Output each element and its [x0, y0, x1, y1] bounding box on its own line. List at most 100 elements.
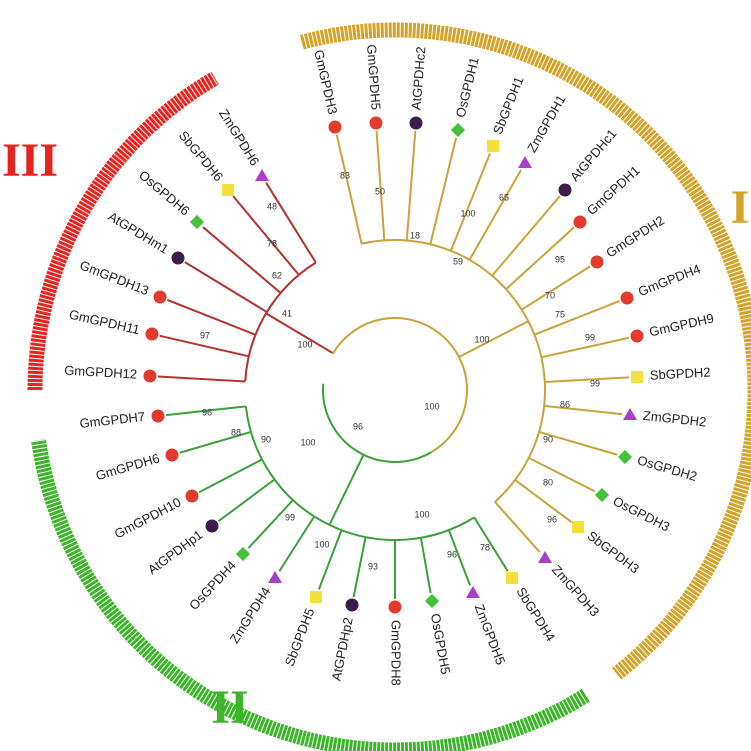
leaf-label: OsGPDH6	[136, 167, 193, 218]
branch	[534, 300, 620, 336]
leaf-marker	[369, 116, 383, 130]
leaf-marker	[189, 214, 205, 230]
branch	[419, 537, 432, 594]
leaf-label: GmGPDH13	[78, 257, 151, 298]
leaf-label: GmGPDH12	[64, 363, 138, 382]
clade-label: II	[211, 681, 248, 734]
branch	[157, 375, 246, 383]
bootstrap-value: 99	[590, 378, 600, 388]
leaf-label: AtGPDHp2	[328, 616, 355, 682]
leaf-marker	[506, 572, 518, 584]
branch	[159, 334, 250, 358]
bootstrap-value: 100	[314, 539, 329, 549]
leaf-marker	[518, 156, 532, 168]
leaf-marker	[205, 519, 219, 533]
clade-band	[27, 71, 219, 391]
leaf-label: OsGPDH3	[611, 493, 673, 534]
leaf-marker	[268, 571, 282, 583]
bootstrap-value: 100	[414, 509, 429, 519]
leaf-marker	[466, 586, 480, 598]
branch	[265, 312, 334, 355]
bootstrap-value: 100	[460, 208, 475, 218]
leaf-marker	[630, 329, 644, 343]
hub-arc	[322, 383, 432, 463]
branch	[468, 169, 522, 261]
branch	[265, 182, 317, 264]
leaf-marker	[590, 255, 604, 269]
bootstrap-value: 48	[267, 201, 277, 211]
clade-label: I	[731, 181, 750, 234]
branch	[491, 195, 561, 277]
bootstrap-value: 78	[267, 238, 277, 248]
branch	[514, 479, 573, 524]
bootstrap-value: 100	[474, 334, 489, 344]
leaf-label: ZmGPDH1	[524, 92, 569, 155]
leaf-label: OsGPDH4	[186, 558, 239, 613]
leaf-marker	[594, 487, 610, 503]
branch	[505, 226, 575, 290]
bootstrap-value: 100	[300, 437, 315, 447]
leaf-marker	[388, 600, 402, 614]
bootstrap-value: 65	[499, 192, 509, 202]
leaf-marker	[558, 183, 572, 197]
leaf-label: ZmGPDH6	[216, 106, 262, 168]
clade-branches	[335, 130, 630, 553]
clade-label: III	[2, 134, 58, 187]
leaf-label: OsGPDH5	[428, 612, 453, 675]
leaf-marker	[450, 122, 466, 138]
leaf-marker	[171, 251, 185, 265]
leaf-marker	[145, 327, 159, 341]
branch	[458, 320, 529, 358]
leaf-label: AtGPDHc1	[567, 126, 620, 184]
bootstrap-value: 80	[543, 477, 553, 487]
leaf-marker	[255, 169, 269, 181]
branch	[544, 404, 623, 416]
branch	[494, 501, 541, 553]
bootstrap-value: 88	[231, 427, 241, 437]
leaf-label: AtGPDHm1	[106, 209, 172, 257]
leaf-label: AtGPDHp1	[145, 527, 206, 577]
branch	[217, 478, 276, 523]
branch	[429, 137, 458, 245]
clade-branches	[157, 182, 334, 383]
leaf-label: GmGPDH7	[79, 409, 146, 431]
bootstrap-value: 96	[447, 549, 457, 559]
leaf-marker	[328, 120, 342, 134]
leaf-label: ZmGPDH2	[642, 408, 707, 430]
bootstrap-value: 96	[547, 514, 557, 524]
leaf-label: AtGPDHc2	[408, 46, 428, 111]
bootstrap-value: 99	[285, 512, 295, 522]
branch	[335, 134, 363, 244]
leaf-marker	[151, 409, 165, 423]
bootstrap-value: 78	[480, 542, 490, 552]
leaf-marker	[623, 408, 637, 420]
leaf-marker	[185, 489, 199, 503]
leaf-marker	[345, 598, 359, 612]
bootstrap-value: 93	[368, 561, 378, 571]
leaf-marker	[235, 546, 251, 562]
leaf-label: GmGPDH10	[112, 494, 184, 541]
leaf-label: SbGPDH1	[490, 74, 527, 136]
leaf-label: GmGPDH2	[603, 213, 667, 261]
branch	[352, 536, 367, 598]
leaf-marker	[487, 140, 499, 152]
branch	[328, 454, 365, 526]
leaf-label: GmGPDH6	[94, 450, 161, 483]
leaf-marker	[620, 291, 634, 305]
branch	[473, 516, 509, 572]
bootstrap-value: 18	[410, 230, 420, 240]
leaf-label: SbGPDH6	[176, 128, 226, 184]
branch	[405, 130, 417, 241]
hub-arc	[331, 317, 468, 454]
bootstrap-value: 100	[297, 339, 312, 349]
leaf-marker	[572, 521, 584, 533]
leaf-marker	[153, 290, 167, 304]
bootstrap-value: 83	[340, 170, 350, 180]
branch	[278, 515, 316, 572]
leaf-marker	[143, 369, 157, 383]
bootstrap-value: 97	[200, 330, 210, 340]
leaf-label: GmGPDH9	[648, 310, 715, 339]
branch	[184, 261, 268, 313]
bootstrap-value: 59	[453, 256, 463, 266]
